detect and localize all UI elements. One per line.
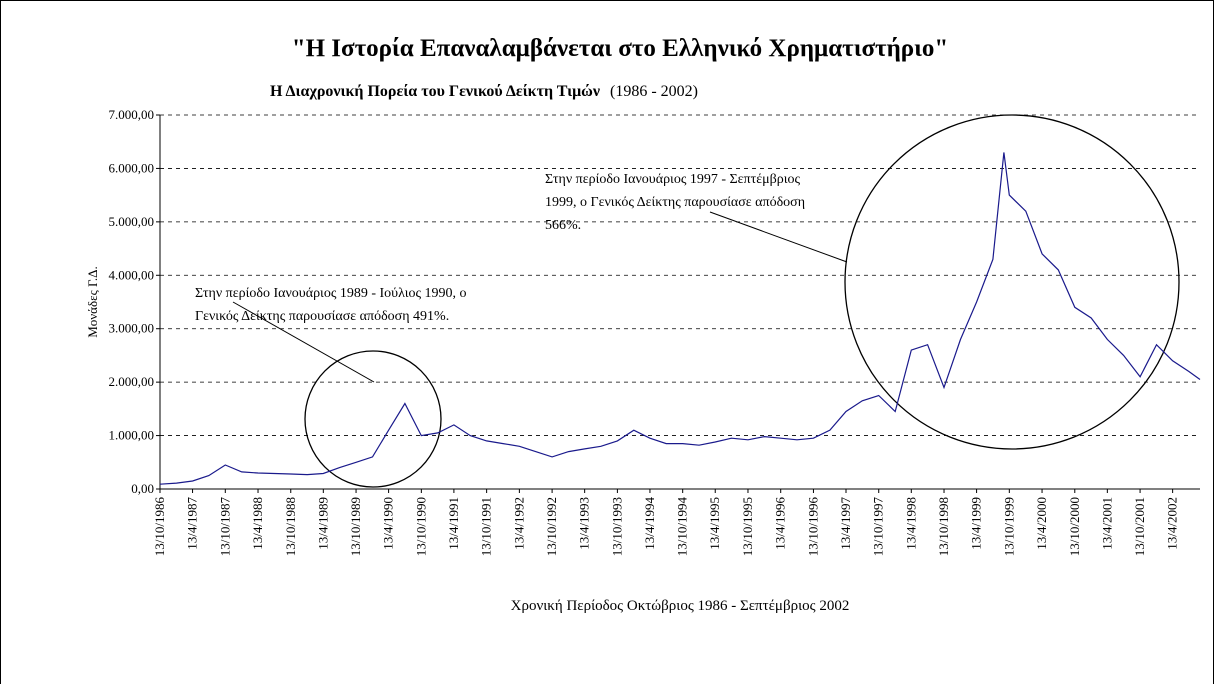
x-tick-label: 13/10/1990 xyxy=(413,497,428,556)
highlight-circle xyxy=(844,114,1180,450)
chart-title: "Η Ιστορία Επαναλαμβάνεται στο Ελληνικό … xyxy=(292,35,949,62)
x-tick-label: 13/4/1989 xyxy=(315,497,330,550)
x-tick-label: 13/4/1991 xyxy=(446,497,461,550)
x-axis-label: Χρονική Περίοδος Οκτώβριος 1986 - Σεπτέμ… xyxy=(511,598,850,614)
x-tick-label: 13/10/1996 xyxy=(805,497,820,557)
x-tick-label: 13/4/1997 xyxy=(838,497,853,550)
y-tick-label: 6.000,00 xyxy=(109,160,155,175)
x-tick-label: 13/4/1987 xyxy=(185,497,200,550)
y-tick-label: 3.000,00 xyxy=(109,321,155,336)
x-tick-label: 13/4/1998 xyxy=(903,497,918,550)
x-tick-label: 13/10/1994 xyxy=(675,497,690,557)
y-tick-label: 0,00 xyxy=(131,481,154,496)
x-tick-label: 13/10/1993 xyxy=(609,497,624,556)
x-tick-label: 13/4/2002 xyxy=(1165,497,1180,550)
x-tick-label: 13/10/1998 xyxy=(936,497,951,556)
annotation: 566%. xyxy=(545,218,581,233)
x-tick-label: 13/4/1996 xyxy=(773,497,788,550)
x-tick-label: 13/4/1994 xyxy=(642,497,657,550)
x-tick-label: 13/10/2000 xyxy=(1067,497,1082,556)
chart-subtitle-period: (1986 - 2002) xyxy=(610,83,698,100)
y-tick-label: 5.000,00 xyxy=(109,214,155,229)
highlight-circle xyxy=(304,350,442,488)
x-tick-label: 13/4/2000 xyxy=(1034,497,1049,550)
x-tick-label: 13/4/1993 xyxy=(577,497,592,550)
x-tick-label: 13/10/1988 xyxy=(283,497,298,556)
x-tick-label: 13/10/1989 xyxy=(348,497,363,556)
x-tick-label: 13/10/1997 xyxy=(871,497,886,557)
y-tick-label: 4.000,00 xyxy=(109,267,155,282)
y-tick-label: 1.000,00 xyxy=(109,428,155,443)
x-tick-label: 13/4/1995 xyxy=(707,497,722,550)
annotation: Στην περίοδο Ιανουάριος 1997 - Σεπτέμβρι… xyxy=(545,172,801,187)
annotation: Γενικός Δείκτης παρουσίασε απόδοση 491%. xyxy=(195,309,449,324)
annotation: 1999, ο Γενικός Δείκτης παρουσίασε απόδο… xyxy=(545,195,805,210)
x-tick-label: 13/10/1999 xyxy=(1001,497,1016,556)
callout-line xyxy=(232,301,375,383)
x-tick-label: 13/4/1999 xyxy=(969,497,984,550)
index-line xyxy=(159,152,1201,485)
x-tick-label: 13/4/1988 xyxy=(250,497,265,550)
x-tick-label: 13/4/1992 xyxy=(511,497,526,550)
y-tick-label: 7.000,00 xyxy=(109,107,155,122)
x-tick-label: 13/10/1995 xyxy=(740,497,755,556)
y-axis-label: Μονάδες Γ.Δ. xyxy=(85,266,100,338)
x-tick-label: 13/4/1990 xyxy=(381,497,396,550)
x-tick-label: 13/10/2001 xyxy=(1132,497,1147,556)
x-tick-label: 13/10/1991 xyxy=(479,497,494,556)
callout-line xyxy=(709,211,848,263)
y-tick-label: 2.000,00 xyxy=(109,374,155,389)
x-tick-label: 13/10/1992 xyxy=(544,497,559,556)
chart-subtitle: Η Διαχρονική Πορεία του Γενικού Δείκτη Τ… xyxy=(270,83,600,100)
annotation: Στην περίοδο Ιανουάριος 1989 - Ιούλιος 1… xyxy=(195,286,467,301)
x-tick-label: 13/4/2001 xyxy=(1099,497,1114,550)
x-tick-label: 13/10/1987 xyxy=(217,497,232,557)
x-tick-label: 13/10/1986 xyxy=(152,497,167,557)
